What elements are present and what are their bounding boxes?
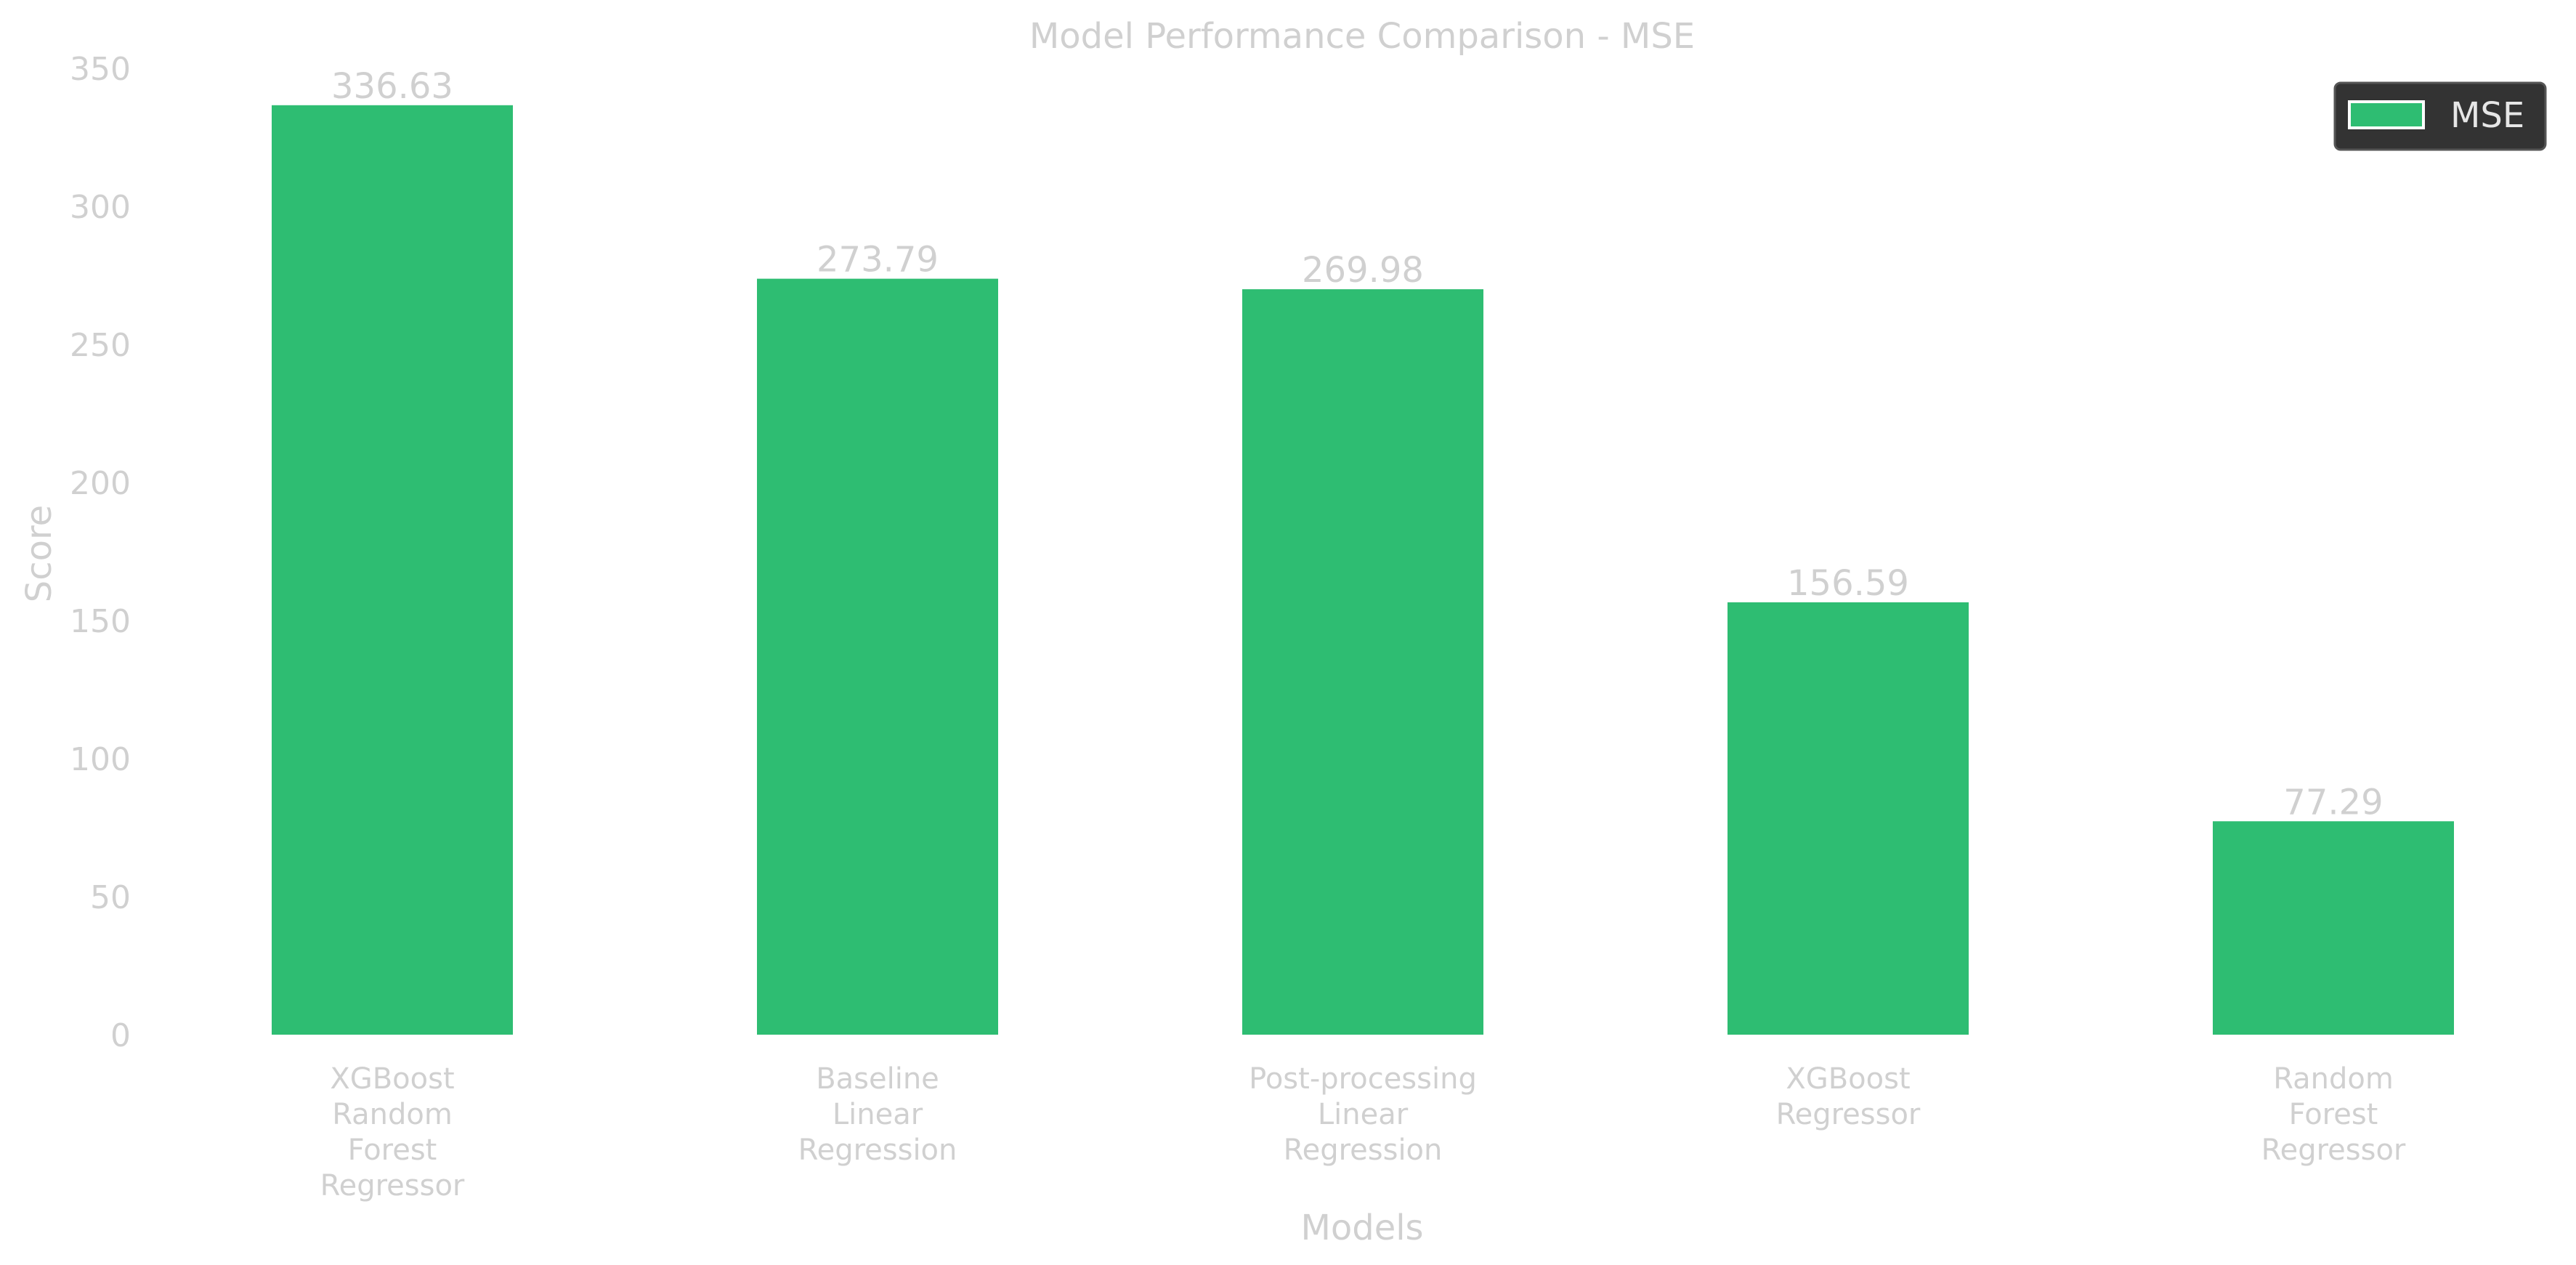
x-tick-label: Regression	[798, 1133, 957, 1167]
y-axis-ticks: 0 50 100 150 200 250 300 350	[70, 51, 131, 1054]
bar	[1242, 289, 1483, 1035]
y-tick-label: 50	[90, 879, 131, 916]
y-tick-label: 150	[70, 603, 131, 640]
bar-value-label: 156.59	[1787, 563, 1909, 604]
x-tick-label: Linear	[1318, 1098, 1409, 1131]
x-axis-ticks: XGBoostRandomForestRegressorBaselineLine…	[320, 1062, 2406, 1203]
x-tick-label: Linear	[833, 1098, 923, 1131]
x-tick-label: Post-processing	[1249, 1062, 1477, 1096]
y-tick-label: 250	[70, 327, 131, 364]
y-tick-label: 350	[70, 51, 131, 88]
x-tick-label: Forest	[2289, 1098, 2378, 1131]
bars	[272, 105, 2454, 1035]
bar-value-label: 336.63	[331, 66, 453, 107]
legend-box	[2333, 81, 2547, 151]
x-tick-label: Regressor	[2261, 1133, 2406, 1167]
x-tick-label: XGBoost	[330, 1062, 454, 1096]
bar-value-label: 273.79	[817, 240, 939, 280]
bar	[2213, 821, 2454, 1035]
y-tick-label: 0	[110, 1017, 131, 1054]
legend-label: MSE	[2450, 95, 2524, 136]
x-tick-label: XGBoost	[1786, 1062, 1910, 1096]
y-tick-label: 100	[70, 741, 131, 778]
value-labels: 336.63 273.79 269.98 156.59 77.29	[331, 66, 2383, 823]
bar	[272, 105, 513, 1035]
legend: MSE	[2333, 81, 2547, 151]
x-tick-label: Baseline	[816, 1062, 939, 1096]
y-axis-label: Score	[19, 505, 60, 602]
x-tick-label: Regressor	[1776, 1098, 1921, 1131]
y-tick-label: 300	[70, 189, 131, 226]
x-tick-label: Random	[332, 1098, 453, 1131]
bar	[757, 278, 998, 1035]
bar-value-label: 269.98	[1302, 250, 1424, 291]
chart-title: Model Performance Comparison - MSE	[1029, 16, 1695, 57]
x-tick-label: Random	[2273, 1062, 2394, 1096]
bar-value-label: 77.29	[2283, 782, 2383, 823]
x-axis-label: Models	[1300, 1208, 1423, 1248]
bar	[1728, 602, 1969, 1035]
legend-swatch	[2348, 100, 2425, 129]
x-tick-label: Regression	[1284, 1133, 1443, 1167]
y-tick-label: 200	[70, 465, 131, 502]
x-tick-label: Regressor	[320, 1169, 465, 1203]
x-tick-label: Forest	[348, 1133, 437, 1167]
